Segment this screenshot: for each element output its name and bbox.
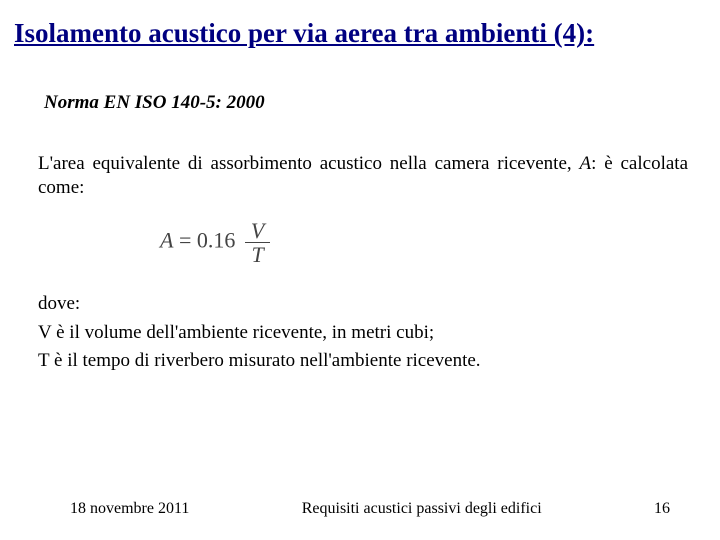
intro-text-a: L'area equivalente di assorbimento acust… [38,153,579,174]
footer-page: 16 [654,500,670,518]
definitions-block: dove: V è il volume dell'ambiente riceve… [38,290,481,376]
formula-fraction: V T [245,219,270,266]
footer-date: 18 novembre 2011 [70,500,189,518]
footer: 18 novembre 2011 Requisiti acustici pass… [0,500,720,518]
formula-lhs: A [160,228,173,253]
formula-eq: = [173,228,196,253]
def-reverb: T è il tempo di riverbero misurato nell'… [38,347,481,376]
subtitle-norm: Norma EN ISO 140-5: 2000 [44,92,265,114]
formula-coef: 0.16 [197,228,236,253]
def-volume: V è il volume dell'ambiente ricevente, i… [38,319,481,348]
variable-a: A [579,153,591,174]
footer-title: Requisiti acustici passivi degli edifici [189,500,654,518]
formula-numerator: V [245,219,270,243]
formula: A = 0.16 V T [160,219,270,266]
intro-paragraph: L'area equivalente di assorbimento acust… [38,152,688,200]
formula-denominator: T [245,243,270,266]
slide-title: Isolamento acustico per via aerea tra am… [14,18,594,49]
dove-label: dove: [38,290,481,319]
